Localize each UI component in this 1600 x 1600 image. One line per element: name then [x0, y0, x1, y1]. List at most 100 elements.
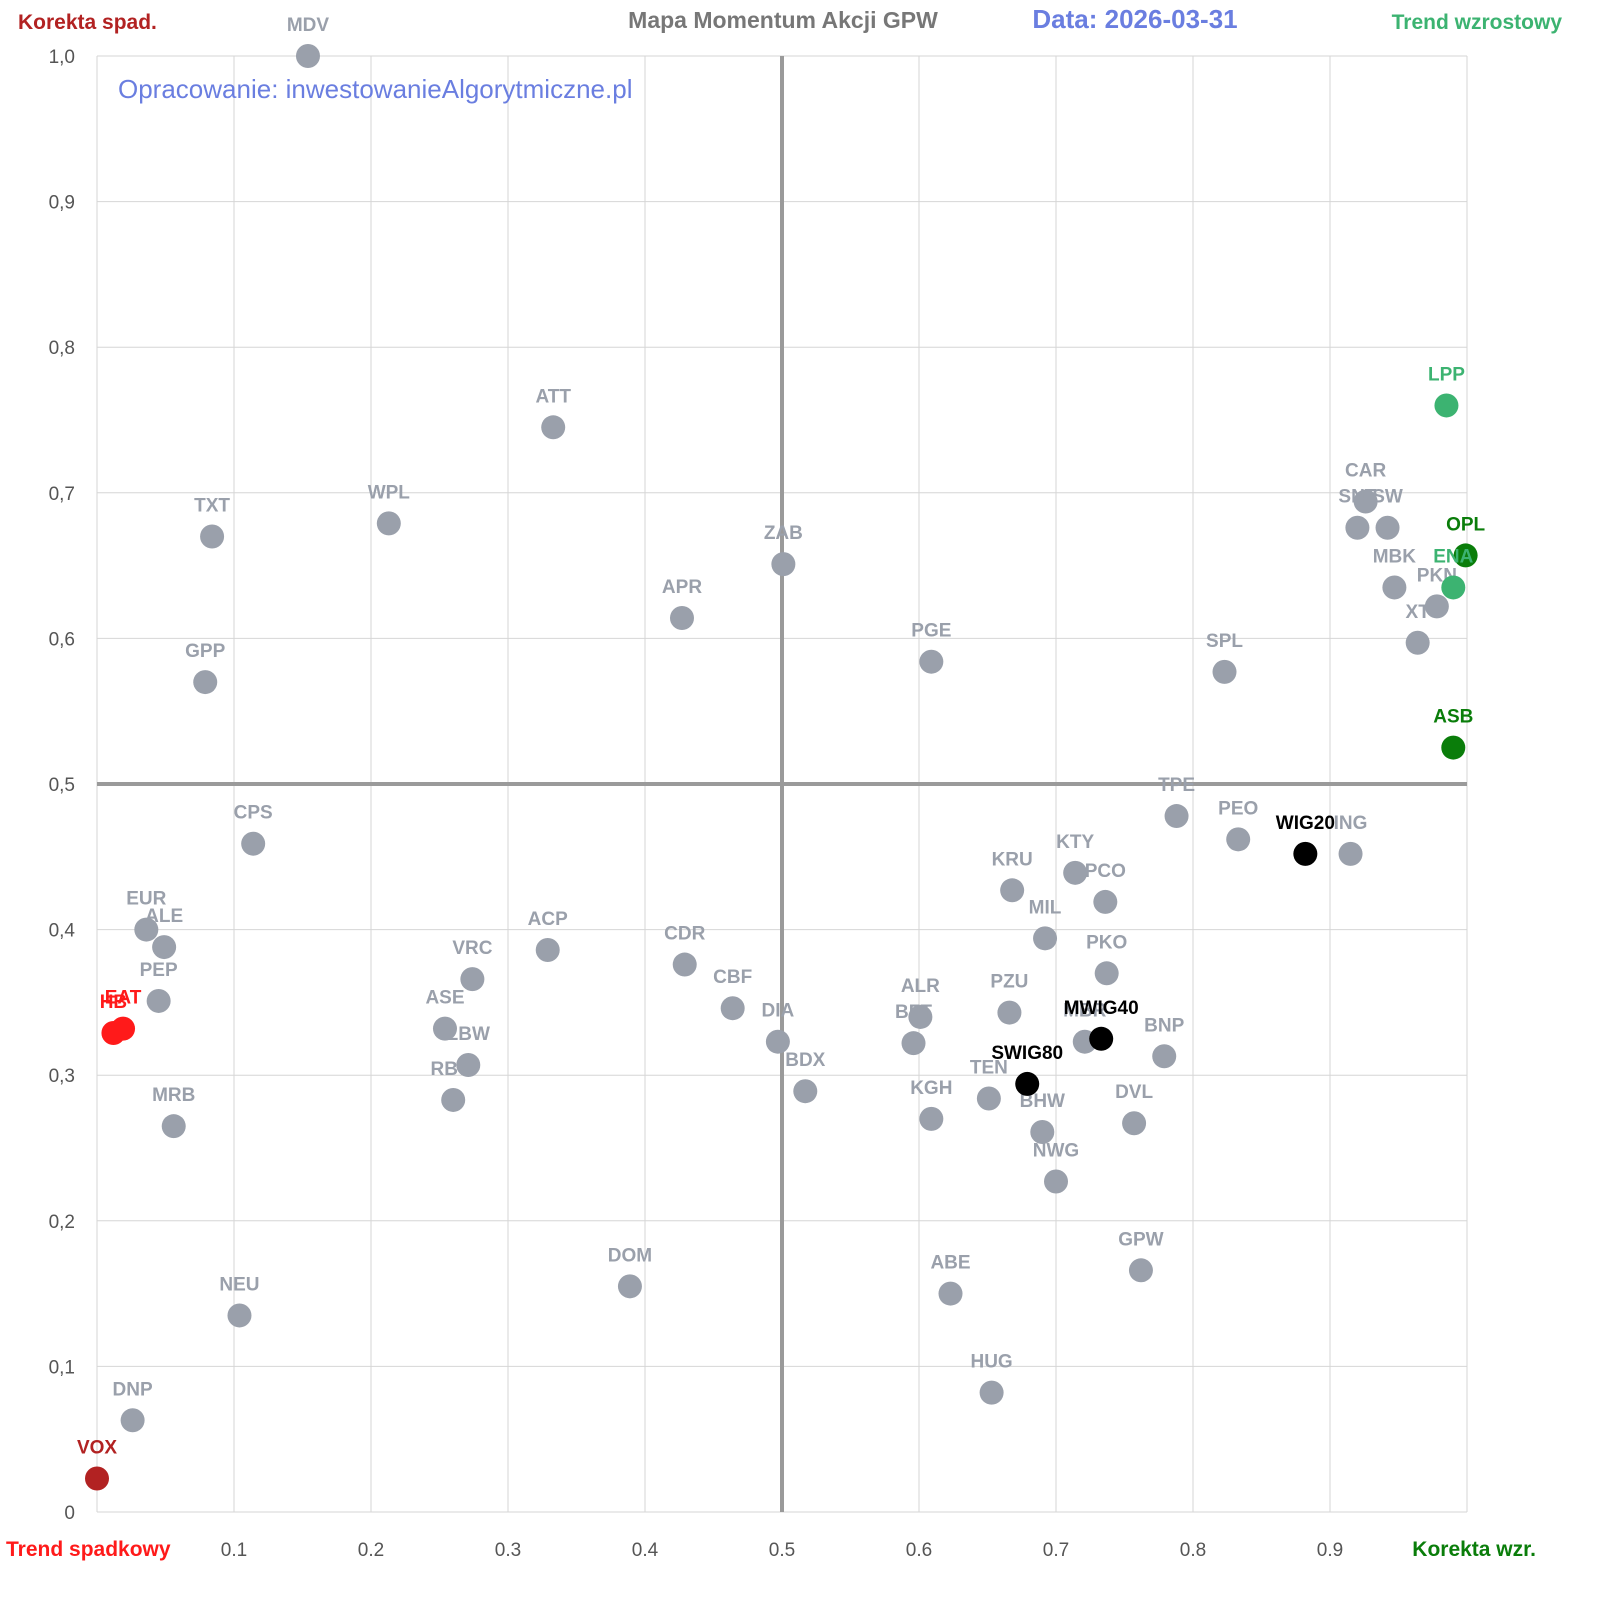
point-pko[interactable]: PKO [1086, 932, 1127, 986]
point-marker[interactable] [938, 1281, 963, 1306]
point-marker[interactable] [1424, 594, 1449, 619]
point-marker[interactable] [1338, 841, 1363, 866]
point-mrb[interactable]: MRB [152, 1085, 195, 1139]
point-dia[interactable]: DIA [762, 1001, 795, 1054]
point-marker[interactable] [441, 1087, 466, 1112]
point-marker[interactable] [669, 606, 694, 631]
point-marker[interactable] [1015, 1071, 1040, 1096]
point-ena[interactable]: ENA [1433, 546, 1474, 600]
point-marker[interactable] [85, 1466, 109, 1491]
point-xt[interactable]: XT [1406, 602, 1431, 655]
point-marker[interactable] [1293, 841, 1318, 866]
point-marker[interactable] [227, 1303, 252, 1328]
point-vrc[interactable]: VRC [452, 938, 493, 992]
point-marker[interactable] [134, 917, 159, 942]
point-marker[interactable] [919, 649, 944, 674]
point-cbf[interactable]: CBF [713, 967, 752, 1021]
point-marker[interactable] [152, 935, 177, 960]
point-marker[interactable] [765, 1029, 790, 1054]
point-marker[interactable] [1063, 860, 1088, 885]
point-swig80[interactable]: SWIG80 [991, 1043, 1063, 1096]
point-dvl[interactable]: DVL [1115, 1082, 1153, 1136]
point-lbw[interactable]: LBW [447, 1024, 490, 1078]
point-marker[interactable] [1089, 1026, 1114, 1051]
point-ing[interactable]: ING [1334, 813, 1368, 866]
point-marker[interactable] [1033, 926, 1058, 951]
point-alr[interactable]: ALR [901, 976, 940, 1029]
point-abe[interactable]: ABE [930, 1253, 971, 1306]
point-txt[interactable]: TXT [194, 495, 230, 549]
point-marker[interactable] [793, 1079, 818, 1104]
point-dnp[interactable]: DNP [113, 1379, 153, 1433]
point-marker[interactable] [720, 996, 745, 1021]
point-marker[interactable] [1122, 1111, 1147, 1136]
point-pep[interactable]: PEP [140, 960, 178, 1013]
point-marker[interactable] [1405, 630, 1430, 655]
point-marker[interactable] [1375, 515, 1400, 540]
point-hb[interactable]: HB [100, 992, 127, 1045]
point-cdr[interactable]: CDR [664, 924, 706, 977]
point-neu[interactable]: NEU [219, 1274, 260, 1328]
point-ase[interactable]: ASE [425, 988, 465, 1041]
point-marker[interactable] [535, 937, 560, 962]
point-gpp[interactable]: GPP [185, 641, 226, 695]
point-asb[interactable]: ASB [1433, 707, 1473, 760]
point-opl[interactable]: OPL [1446, 514, 1486, 568]
point-mil[interactable]: MIL [1029, 897, 1062, 951]
point-hug[interactable]: HUG [970, 1352, 1013, 1405]
point-dom[interactable]: DOM [608, 1245, 652, 1299]
point-rbw[interactable]: RBW [431, 1059, 476, 1112]
point-marker[interactable] [120, 1408, 145, 1433]
point-eur[interactable]: EUR [126, 889, 167, 942]
point-peo[interactable]: PEO [1218, 798, 1258, 852]
point-ten[interactable]: TEN [970, 1057, 1008, 1111]
point-marker[interactable] [1434, 393, 1459, 418]
point-marker[interactable] [908, 1004, 933, 1029]
point-marker[interactable] [241, 831, 266, 856]
point-marker[interactable] [1044, 1169, 1068, 1194]
point-att[interactable]: ATT [535, 386, 571, 440]
point-wig20[interactable]: WIG20 [1276, 813, 1335, 866]
point-kgh[interactable]: KGH [910, 1078, 952, 1131]
point-marker[interactable] [1152, 1044, 1177, 1069]
point-pco[interactable]: PCO [1085, 861, 1126, 914]
point-marker[interactable] [1353, 489, 1378, 514]
point-kru[interactable]: KRU [992, 849, 1033, 903]
point-marker[interactable] [1000, 878, 1025, 903]
point-zab[interactable]: ZAB [764, 523, 803, 577]
point-car[interactable]: CAR [1345, 461, 1386, 514]
point-ale[interactable]: ALE [145, 906, 183, 960]
point-mbk[interactable]: MBK [1373, 546, 1417, 600]
point-lpp[interactable]: LPP [1428, 364, 1465, 418]
point-nwg[interactable]: NWG [1033, 1140, 1079, 1194]
point-cps[interactable]: CPS [234, 803, 273, 856]
point-marker[interactable] [456, 1053, 481, 1078]
point-acp[interactable]: ACP [528, 909, 568, 962]
point-marker[interactable] [901, 1031, 926, 1056]
point-spl[interactable]: SPL [1206, 631, 1243, 684]
point-marker[interactable] [1128, 1258, 1153, 1283]
point-bnp[interactable]: BNP [1144, 1015, 1185, 1069]
point-marker[interactable] [919, 1106, 944, 1131]
point-marker[interactable] [976, 1086, 1001, 1111]
point-mdv[interactable]: MDV [287, 15, 330, 68]
point-bdx[interactable]: BDX [785, 1050, 826, 1104]
point-vox[interactable]: VOX [77, 1438, 117, 1491]
point-marker[interactable] [771, 552, 796, 577]
point-marker[interactable] [376, 511, 401, 536]
point-marker[interactable] [979, 1380, 1004, 1405]
point-marker[interactable] [1441, 575, 1466, 600]
point-wpl[interactable]: WPL [368, 482, 411, 536]
point-marker[interactable] [1226, 827, 1251, 852]
point-snt[interactable]: SNT [1338, 487, 1377, 540]
point-marker[interactable] [1382, 575, 1407, 600]
point-marker[interactable] [101, 1020, 126, 1045]
point-marker[interactable] [1212, 659, 1237, 684]
point-marker[interactable] [146, 988, 171, 1013]
point-marker[interactable] [161, 1114, 186, 1139]
point-marker[interactable] [1030, 1119, 1055, 1144]
point-marker[interactable] [200, 524, 225, 549]
point-marker[interactable] [193, 670, 218, 695]
point-pzu[interactable]: PZU [990, 972, 1028, 1025]
point-marker[interactable] [997, 1000, 1022, 1025]
